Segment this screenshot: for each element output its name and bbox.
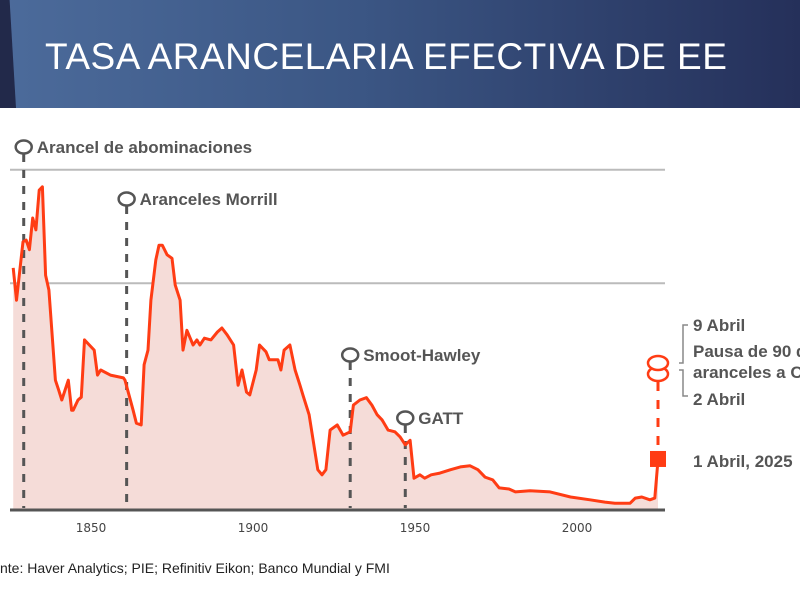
note-line: aranceles a Chin — [693, 363, 800, 382]
event-label: GATT — [418, 409, 464, 428]
x-tick-label: 1850 — [76, 521, 107, 535]
bracket — [679, 324, 688, 397]
april-1-marker — [650, 450, 666, 467]
pin-icon — [117, 191, 136, 207]
event-marker: GATT — [396, 409, 464, 508]
x-tick-label: 2000 — [562, 521, 593, 535]
april-1-label: 1 Abril, 2025 — [693, 452, 793, 471]
event-label: Smoot-Hawley — [363, 346, 481, 365]
pin-icon — [340, 347, 360, 363]
slide-header: TASA ARANCELARIA EFECTIVA DE EE — [0, 0, 800, 108]
event-marker: Aranceles Morrill — [117, 190, 278, 508]
note-line: Pausa de 90 día — [693, 342, 800, 361]
slide-title: TASA ARANCELARIA EFECTIVA DE EE — [45, 36, 728, 77]
pin-icon — [14, 139, 33, 155]
event-label: Aranceles Morrill — [140, 190, 278, 209]
event-marker: Smoot-Hawley — [340, 346, 481, 508]
source-text: Haver Analytics; PIE; Refinitiv Eikon; B… — [23, 560, 390, 576]
april-9-pin-icon — [646, 354, 670, 372]
source-prefix: nte: — [0, 560, 24, 576]
tariff-line — [11, 185, 660, 505]
pin-icon — [396, 410, 415, 426]
x-tick-label: 1900 — [238, 521, 269, 535]
april-2-label: 2 Abril — [693, 390, 745, 409]
event-marker: Arancel de abominaciones — [14, 138, 252, 508]
event-label: Arancel de abominaciones — [37, 138, 252, 157]
source-note: nte: Haver Analytics; PIE; Refinitiv Eik… — [0, 560, 390, 576]
april-9-label: 9 Abril — [693, 316, 745, 335]
x-tick-label: 1950 — [400, 521, 431, 535]
area-fill — [13, 186, 658, 511]
